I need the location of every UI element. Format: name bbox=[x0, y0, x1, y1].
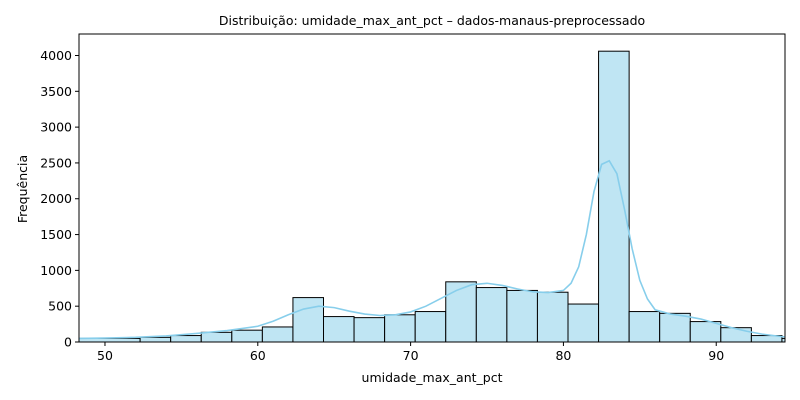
histogram-bar-12 bbox=[475, 287, 508, 343]
histogram-bar-3 bbox=[200, 331, 233, 343]
y-tick-label: 1500 bbox=[40, 227, 72, 242]
y-tick-label: 3000 bbox=[40, 120, 72, 135]
y-tick-label: 0 bbox=[64, 335, 72, 350]
histogram-bar-2 bbox=[170, 335, 202, 343]
histogram-bar-16 bbox=[598, 50, 630, 343]
x-tick-label: 70 bbox=[403, 348, 419, 363]
histogram-bar-5 bbox=[261, 326, 294, 343]
y-axis-label: Frequência bbox=[15, 155, 30, 223]
histogram-bar-19 bbox=[689, 321, 722, 343]
y-tick-label: 500 bbox=[48, 299, 72, 314]
y-tick-label: 4000 bbox=[40, 48, 72, 63]
x-axis-ticks: 50 60 70 80 90 bbox=[97, 342, 724, 363]
histogram-bar-10 bbox=[414, 311, 447, 343]
x-tick-label: 80 bbox=[555, 348, 571, 363]
histogram-bar-17 bbox=[628, 311, 661, 343]
y-tick-label: 1000 bbox=[40, 263, 72, 278]
x-tick-label: 90 bbox=[708, 348, 724, 363]
kde-curve bbox=[78, 159, 786, 340]
histogram-bar-14 bbox=[536, 291, 569, 343]
histogram-bar-8 bbox=[353, 317, 386, 343]
x-tick-label: 50 bbox=[97, 348, 113, 363]
histogram-bar-9 bbox=[384, 314, 416, 343]
histogram-bar-1 bbox=[139, 336, 172, 343]
y-tick-label: 2500 bbox=[40, 155, 72, 170]
histogram-bar-18 bbox=[659, 312, 691, 343]
histogram-bar-6 bbox=[292, 297, 325, 343]
y-tick-label: 2000 bbox=[40, 191, 72, 206]
x-tick-label: 60 bbox=[250, 348, 266, 363]
chart-title: Distribuição: umidade_max_ant_pct – dado… bbox=[219, 13, 645, 28]
histogram-bar-13 bbox=[506, 289, 538, 343]
y-axis-ticks: 0 500 1000 1500 2000 2500 3000 3500 4000 bbox=[40, 48, 79, 350]
histogram-bar-7 bbox=[323, 316, 355, 343]
histogram-bar-20 bbox=[720, 327, 752, 343]
y-tick-label: 3500 bbox=[40, 84, 72, 99]
histogram-bar-4 bbox=[231, 329, 263, 343]
x-axis-label: umidade_max_ant_pct bbox=[362, 370, 503, 385]
histogram-bar-15 bbox=[567, 303, 600, 343]
histogram-bar-11 bbox=[445, 281, 477, 343]
plot-frame bbox=[78, 33, 786, 343]
histogram-bars bbox=[78, 50, 786, 343]
